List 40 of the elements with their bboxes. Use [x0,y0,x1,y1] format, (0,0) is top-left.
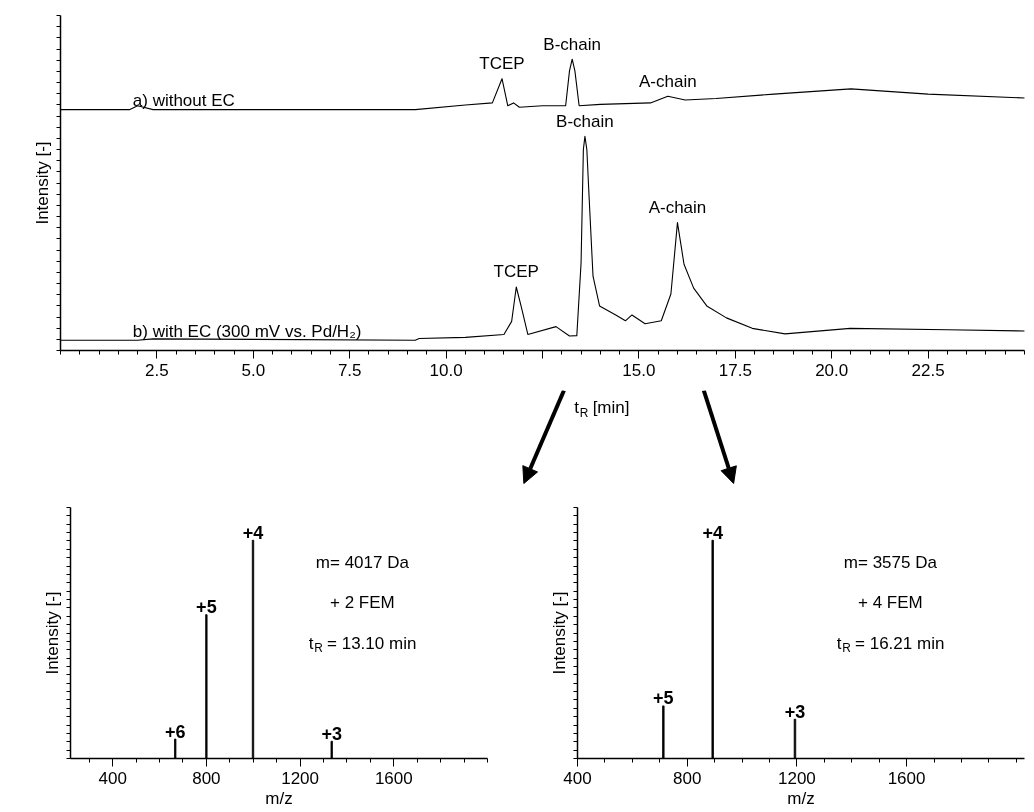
annotation: +6 [164,721,186,742]
x-tick-label: 1200 [777,768,816,788]
annotation: A-chain [648,198,707,218]
x-tick-label: 400 [563,768,592,788]
annotation: m= 4017 Da [315,553,410,573]
x-tick-label: 17.5 [718,360,752,380]
annotation: +4 [242,522,264,543]
annotation: +5 [653,688,674,709]
x-tick-label: 10.0 [429,360,463,380]
annotation: B-chain [556,111,614,131]
x-tick-label: 400 [98,768,127,788]
annotation: + 4 FEM [858,593,923,613]
annotation: +3 [321,723,342,744]
x-tick-label: 1200 [281,768,319,788]
annotation: B-chain [543,34,602,54]
y-axis-title: Intensity [-] [549,591,569,675]
x-axis-title: m/z [787,788,815,808]
x-tick-label: 7.5 [337,360,362,380]
annotation: m= 3575 Da [843,553,938,573]
annotation: A-chain [639,71,697,91]
annotation: +3 [784,701,806,722]
annotation: TCEP [479,54,525,74]
x-tick-label: 15.0 [622,360,656,380]
x-tick-label: 5.0 [241,360,266,380]
x-tick-label: 22.5 [911,360,945,380]
series-label: b) with EC (300 mV vs. Pd/H₂) [132,321,362,341]
annotation: + 2 FEM [330,593,395,613]
y-axis-title: Intensity [-] [32,141,52,225]
x-tick-label: 1600 [374,768,413,788]
annotation: TCEP [493,262,539,282]
annotation: +4 [702,522,723,543]
x-tick-label: 800 [192,768,221,788]
series-label: a) without EC [132,91,235,111]
x-tick-label: 800 [673,768,702,788]
x-axis-title: m/z [265,788,293,808]
x-tick-label: 1600 [887,768,926,788]
x-tick-label: 2.5 [145,360,169,380]
x-tick-label: 20.0 [815,360,849,380]
annotation: +5 [196,597,217,618]
y-axis-title: Intensity [-] [42,591,62,675]
